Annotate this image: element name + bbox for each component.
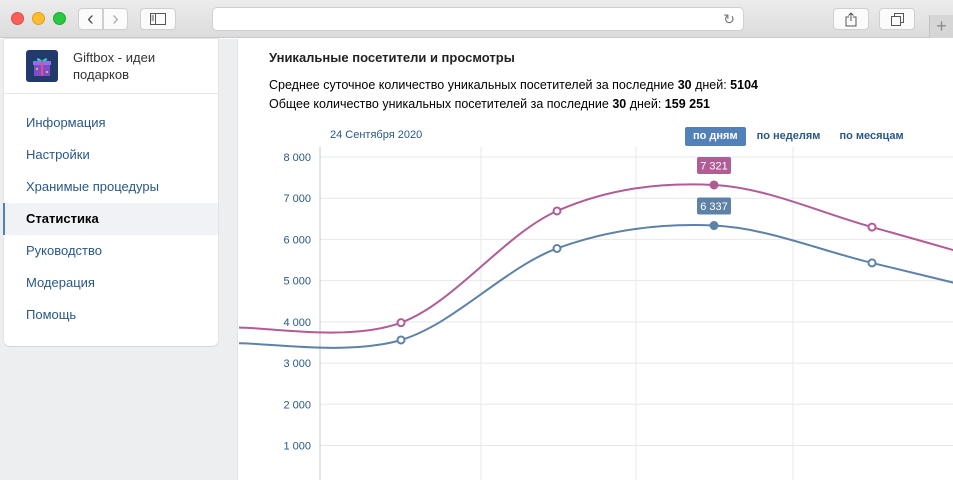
y-tick-label: 7 000 [283,193,311,205]
y-tick-label: 6 000 [283,234,311,246]
data-label-bg [697,197,731,215]
sidebar-item-help[interactable]: Помощь [26,307,77,322]
browser-toolbar: ‹ › ↻ + [0,0,953,38]
total-visitors-text: Общее количество уникальных посетителей … [269,97,710,111]
total-visitors-value: 159 251 [664,97,710,111]
data-label-bg [697,156,731,174]
tab-by-days[interactable]: по дням [685,127,746,146]
sidebar-item-statistics[interactable]: Статистика [3,203,218,235]
minimize-window-icon[interactable] [32,12,45,25]
y-tick-label: 5 000 [283,276,311,288]
sidebar-item-moderation[interactable]: Модерация [26,275,95,290]
average-visitors-text: Среднее суточное количество уникальных п… [269,78,758,92]
chart-date: 24 Сентября 2020 [330,129,423,141]
sidebar-menu: Информация Настройки Хранимые процедуры … [3,107,218,331]
data-point [552,206,562,216]
data-point [867,258,877,268]
chevron-right-icon: › [112,8,119,30]
chevron-left-icon: ‹ [87,8,94,30]
data-label: 6 337 [700,201,728,213]
address-bar[interactable]: ↻ [212,7,744,31]
maximize-window-icon[interactable] [53,12,66,25]
data-point [396,335,406,345]
y-tick-label: 1 000 [283,441,311,453]
main-content: Уникальные посетители и просмотры Средне… [239,39,953,480]
data-point [709,221,719,231]
y-tick-label: 2 000 [283,399,311,411]
data-point [552,243,562,253]
average-days: 30 [677,78,692,92]
sidebar-item-information[interactable]: Информация [26,115,106,130]
new-tab-button[interactable]: + [929,15,953,38]
total-days: 30 [612,97,627,111]
average-visitors-value: 5104 [730,78,758,92]
series-line-views [239,183,953,334]
app-sidebar: Giftbox - идеи подарков Информация Настр… [3,39,218,346]
show-tabs-button[interactable] [879,8,915,30]
share-icon [845,11,857,26]
app-info: Giftbox - идеи подарков [4,39,218,94]
data-label: 7 321 [700,160,728,172]
sidebar-item-stored-procedures[interactable]: Хранимые процедуры [26,179,159,194]
reload-icon[interactable]: ↻ [723,11,735,27]
tab-by-weeks[interactable]: по неделям [756,130,821,142]
share-button[interactable] [833,8,869,30]
page-title: Уникальные посетители и просмотры [269,50,515,65]
y-tick-label: 3 000 [283,358,311,370]
data-point [709,180,719,190]
gift-box-icon [26,50,58,82]
y-tick-label: 8 000 [283,152,311,164]
y-tick-label: 4 000 [283,317,311,329]
data-point [867,222,877,232]
series-line-visitors [239,224,953,349]
plus-icon: + [936,16,947,36]
close-window-icon[interactable] [11,12,24,25]
tab-by-months[interactable]: по месяцам [839,130,904,142]
data-point [396,318,406,328]
period-tabs: по дням по неделям по месяцам [685,127,915,146]
back-button[interactable]: ‹ [78,8,103,30]
forward-button[interactable]: › [103,8,128,30]
sidebar-item-guide[interactable]: Руководство [26,243,102,258]
tabs-icon [890,12,904,26]
sidebar-icon [150,13,166,25]
sidebar-item-settings[interactable]: Настройки [26,147,90,162]
sidebar-toggle-button[interactable] [140,8,176,30]
app-name[interactable]: Giftbox - идеи подарков [73,50,156,82]
visitors-chart: 1 000 2 000 3 000 4 000 5 000 6 000 7 000 8 000… [239,147,953,480]
